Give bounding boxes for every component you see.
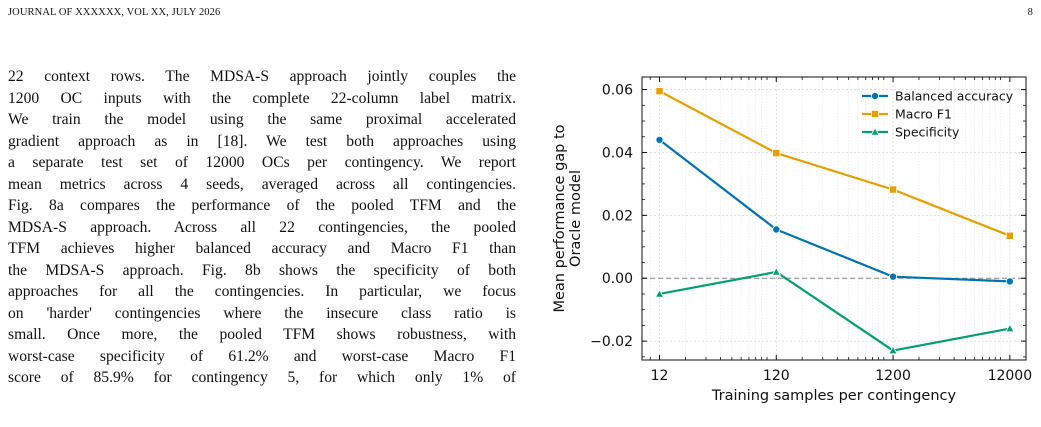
- body-line: small. Once more, the pooled TFM shows r…: [8, 326, 516, 343]
- legend-label-2: Specificity: [895, 125, 960, 140]
- body-line: the MDSA-S approach. Fig. 8b shows the s…: [8, 261, 516, 279]
- y-tick-label: −0.02: [590, 334, 633, 350]
- page-number: 8: [1027, 7, 1033, 18]
- y-axis-label-line-1: Mean performance gap to: [552, 124, 568, 312]
- series-0-point: [772, 225, 781, 234]
- series-1-point: [655, 87, 664, 96]
- series-0-point: [1005, 277, 1014, 286]
- series-2-point: [771, 266, 781, 276]
- legend-label-0: Balanced accuracy: [895, 89, 1014, 104]
- body-line: 22 context rows. The MDSA-S approach joi…: [8, 68, 516, 85]
- body-line: MDSA-S approach. Across all 22 contingen…: [8, 218, 516, 236]
- series-line-0: [658, 139, 1010, 283]
- y-tick-label: 0.02: [602, 208, 633, 224]
- running-header: JOURNAL OF XXXXXX, VOL XX, JULY 2026 8: [8, 7, 1033, 21]
- y-tick-label: 0.04: [602, 145, 633, 161]
- body-line: mean metrics across 4 seeds, averaged ac…: [8, 175, 516, 193]
- body-line: We train the model using the same proxim…: [8, 111, 516, 128]
- x-axis-label: Training samples per contingency: [711, 388, 957, 404]
- legend-label-1: Macro F1: [895, 107, 952, 122]
- body-line: TFM achieves higher balanced accuracy an…: [8, 240, 516, 257]
- plot-frame: [641, 76, 1027, 361]
- body-line: approaches for all the contingencies. In…: [8, 283, 516, 300]
- series-1-point: [889, 185, 898, 194]
- series-line-1: [658, 90, 1011, 237]
- series-1-point: [1005, 231, 1014, 240]
- series-2-point: [654, 288, 665, 298]
- x-tick-label: 12000: [988, 368, 1033, 384]
- series-0-point: [889, 272, 898, 281]
- x-tick-label: 1200: [875, 368, 911, 384]
- body-line: worst-case specificity of 61.2% and wors…: [8, 347, 516, 365]
- figure-chart: −0.02 0.00 0.02 0.04 0.06 12 120 1200 12000 Train…: [540, 70, 1036, 422]
- x-tick-label: 12: [651, 368, 669, 384]
- y-tick-label: 0.06: [602, 83, 633, 99]
- y-tick-label: 0.00: [602, 271, 633, 287]
- y-axis-label-line-2: Oracle model: [568, 170, 584, 267]
- legend-marker-2: [870, 126, 880, 136]
- body-line: a separate test set of 12000 OCs per con…: [8, 154, 516, 171]
- body-line: gradient approach as in [18]. We test bo…: [8, 132, 516, 150]
- x-tick-label: 120: [763, 368, 790, 384]
- series-2-point: [888, 345, 898, 355]
- series-line-2: [659, 270, 1011, 352]
- body-line: Fig. 8a compares the performance of the …: [8, 197, 516, 214]
- legend-marker-1: [870, 110, 879, 119]
- body-line: on 'harder' contingencies where the inse…: [8, 304, 516, 322]
- series-1-point: [772, 149, 781, 158]
- body-paragraph: 22 context rows. The MDSA-S approach joi…: [8, 66, 516, 389]
- line-chart: −0.02 0.00 0.02 0.04 0.06 12 120 1200 12000 Train…: [552, 76, 1033, 404]
- body-line: score of 85.9% for contingency 5, for wh…: [8, 369, 516, 386]
- body-line: 1200 OC inputs with the complete 22-colu…: [8, 89, 516, 107]
- journal-title: JOURNAL OF XXXXXX, VOL XX, JULY 2026: [8, 7, 221, 18]
- series-0-point: [655, 135, 664, 144]
- series-2-point: [1005, 323, 1015, 333]
- legend-marker-0: [870, 91, 879, 100]
